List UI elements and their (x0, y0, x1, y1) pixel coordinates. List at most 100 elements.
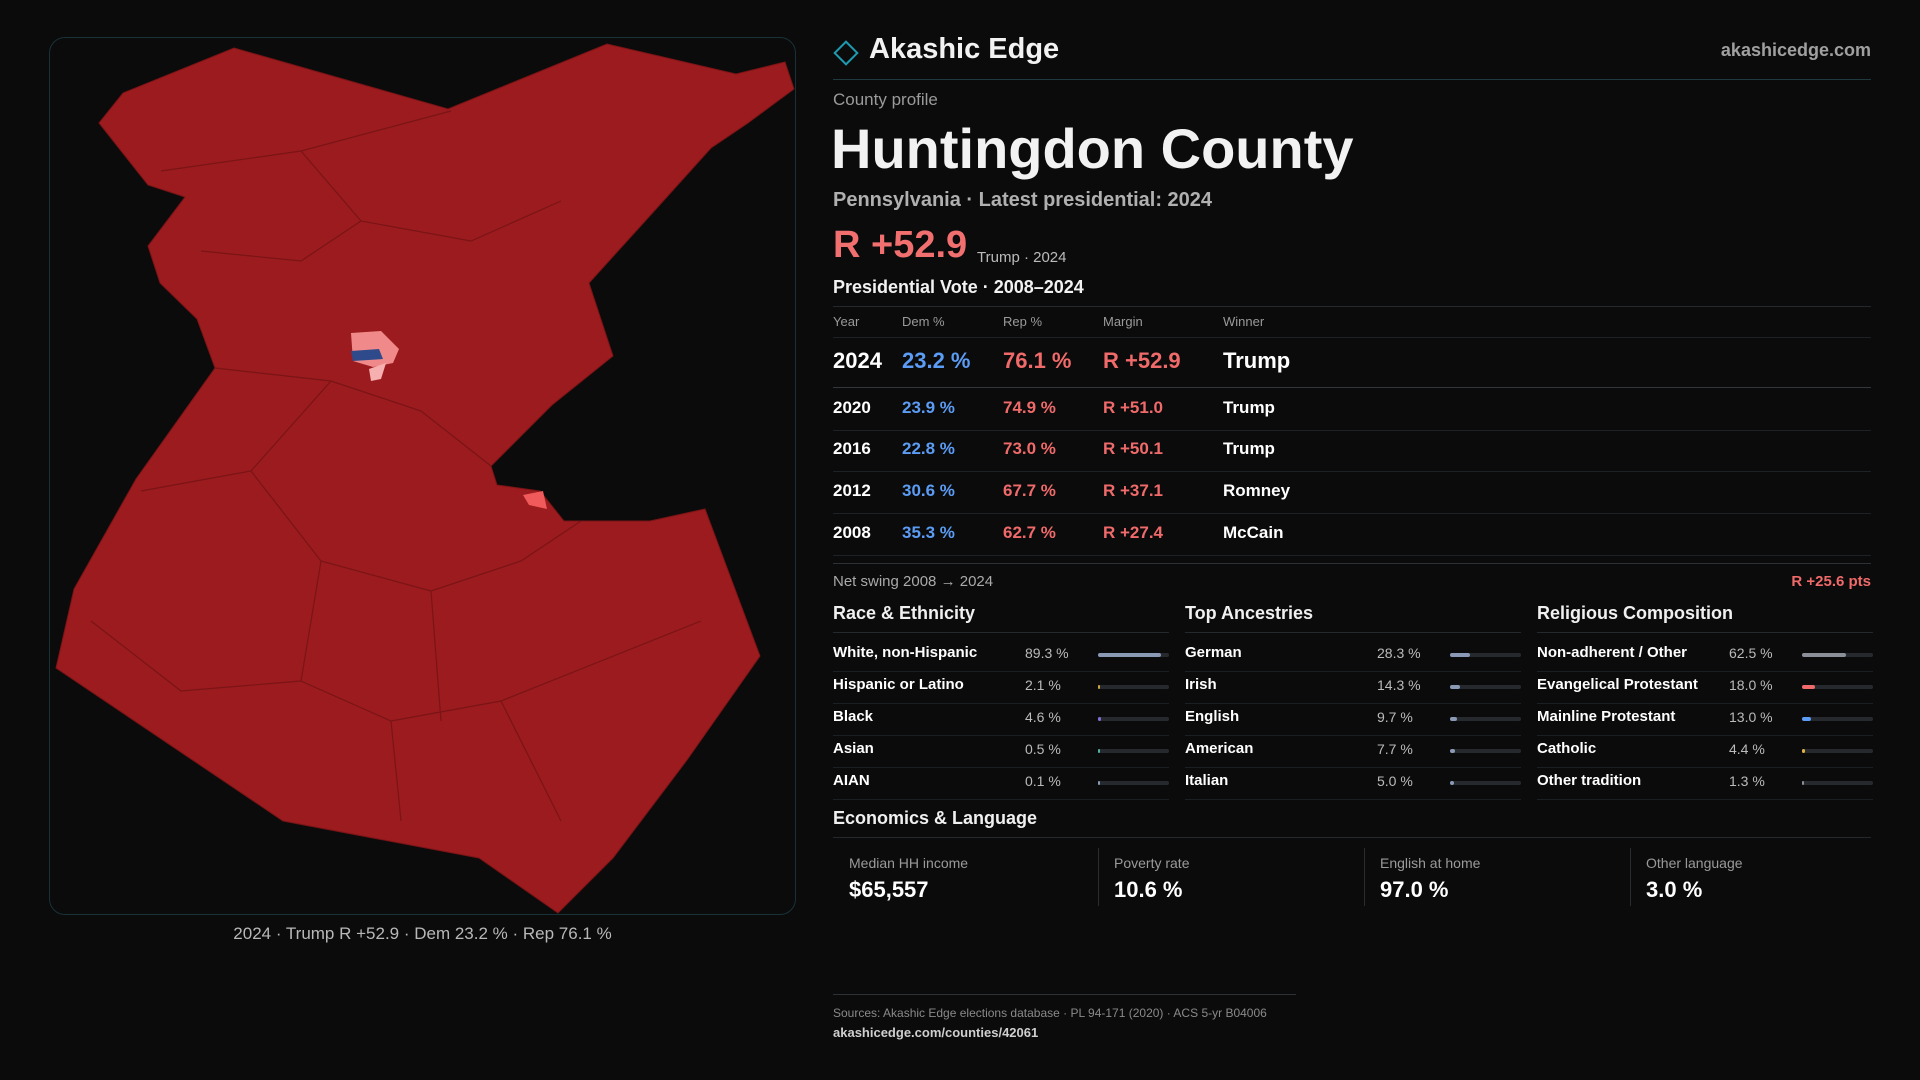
bar-track (1450, 781, 1521, 785)
vote-cell: 62.7 % (1003, 523, 1056, 542)
bar (1802, 653, 1847, 657)
section-title: Top Ancestries (1185, 603, 1314, 623)
town-highlight-3 (523, 491, 547, 509)
bar-track (1098, 781, 1169, 785)
bar-track (1802, 781, 1873, 785)
row-rule (833, 555, 1871, 556)
demo-name: Mainline Protestant (1537, 708, 1676, 725)
vote-cell: 2020 (833, 398, 871, 417)
table-title: Presidential Vote · 2008–2024 (833, 277, 1084, 297)
card-label: English at home (1380, 855, 1481, 871)
rule (833, 306, 1871, 307)
bar (1450, 717, 1457, 721)
rule (833, 563, 1871, 564)
demo-value: 9.7 % (1377, 709, 1413, 725)
bar-track (1450, 749, 1521, 753)
vote-cell: 74.9 % (1003, 398, 1056, 417)
row-rule (833, 703, 1169, 704)
vote-cell: Trump (1223, 348, 1291, 373)
bar (1098, 749, 1100, 753)
row-rule (833, 513, 1871, 514)
column-header: Dem % (902, 314, 945, 329)
economics-title: Economics & Language (833, 808, 1038, 828)
demo-name: Asian (833, 740, 874, 757)
demo-name: Black (833, 708, 874, 725)
bar (1098, 781, 1100, 785)
demo-value: 1.3 % (1729, 773, 1765, 789)
demo-value: 14.3 % (1377, 677, 1421, 693)
swing-label: Net swing 2008 → 2024 (833, 573, 994, 590)
vote-cell: 76.1 % (1003, 348, 1072, 373)
site: akashicedge.com (1720, 40, 1871, 60)
row-rule (1537, 735, 1873, 736)
county-map (55, 43, 795, 914)
map-panel (49, 37, 796, 915)
bar (1098, 717, 1102, 721)
demo-name: AIAN (833, 772, 870, 789)
row-rule (1185, 735, 1521, 736)
rule (1185, 632, 1521, 633)
kicker: County profile (833, 90, 938, 109)
demo-value: 0.1 % (1025, 773, 1061, 789)
row-rule (1185, 767, 1521, 768)
demo-name: White, non-Hispanic (833, 644, 978, 661)
column-header: Year (833, 314, 860, 329)
vote-cell: 2024 (833, 348, 882, 373)
sources: Sources: Akashic Edge elections database… (833, 1006, 1267, 1020)
column-header: Rep % (1003, 314, 1043, 329)
bar-track (1450, 685, 1521, 689)
card-divider (1364, 848, 1365, 906)
section-title: Religious Composition (1537, 603, 1733, 623)
vote-cell: 30.6 % (902, 481, 955, 500)
demo-value: 28.3 % (1377, 645, 1421, 661)
swing-value: R +25.6 pts (1791, 573, 1871, 590)
demo-value: 89.3 % (1025, 645, 1069, 661)
demo-value: 18.0 % (1729, 677, 1773, 693)
rule (833, 837, 1871, 838)
bar-track (1450, 653, 1521, 657)
card-value: $65,557 (849, 877, 929, 902)
source-url: akashicedge.com/counties/42061 (833, 1025, 1039, 1040)
county-title: Huntingdon County (831, 117, 1354, 180)
row-rule (833, 735, 1169, 736)
vote-cell: R +50.1 (1103, 439, 1164, 458)
row-rule (833, 430, 1871, 431)
bar (1802, 717, 1812, 721)
section-title: Race & Ethnicity (833, 603, 976, 623)
vote-cell: Trump (1223, 439, 1275, 458)
vote-cell: 2016 (833, 439, 871, 458)
bar (1802, 749, 1806, 753)
card-label: Poverty rate (1114, 855, 1190, 871)
demo-value: 4.4 % (1729, 741, 1765, 757)
row-rule (833, 471, 1871, 472)
demo-name: American (1185, 740, 1254, 757)
card-label: Other language (1646, 855, 1743, 871)
demo-value: 5.0 % (1377, 773, 1413, 789)
row-rule (833, 767, 1169, 768)
vote-cell: 35.3 % (902, 523, 955, 542)
headline-margin: R +52.9 (833, 224, 968, 266)
bar (1802, 781, 1804, 785)
sources-rule (833, 994, 1296, 995)
bar-track (1802, 749, 1873, 753)
bar (1450, 653, 1471, 657)
brand: Akashic Edge (869, 33, 1060, 65)
logo (833, 40, 859, 66)
vote-cell: 2008 (833, 523, 871, 542)
bar-track (1098, 653, 1169, 657)
demo-name: Other tradition (1537, 772, 1642, 789)
row-rule (833, 671, 1169, 672)
bar-track (1802, 717, 1873, 721)
row-rule (1537, 767, 1873, 768)
bar (1450, 781, 1454, 785)
town-highlight-2 (369, 363, 386, 381)
demo-name: Evangelical Protestant (1537, 676, 1698, 693)
vote-cell: 73.0 % (1003, 439, 1056, 458)
vote-cell: 22.8 % (902, 439, 955, 458)
demo-name: Catholic (1537, 740, 1597, 757)
row-rule (833, 799, 1169, 800)
vote-cell: R +27.4 (1103, 523, 1164, 542)
bar (1098, 653, 1162, 657)
header-rule (833, 79, 1871, 80)
